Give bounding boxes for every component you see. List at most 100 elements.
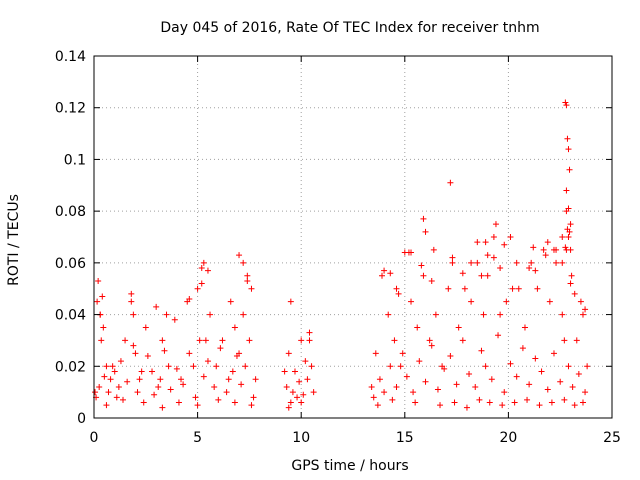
data-point <box>198 265 205 272</box>
data-point <box>561 337 568 344</box>
data-point <box>244 277 251 284</box>
data-point <box>233 352 240 359</box>
data-point <box>240 311 247 318</box>
data-point <box>582 306 589 313</box>
data-point <box>447 352 454 359</box>
data-point <box>567 221 574 228</box>
data-point <box>420 215 427 222</box>
data-point <box>484 252 491 259</box>
data-point <box>449 259 456 266</box>
data-point <box>225 376 232 383</box>
data-points <box>92 99 591 411</box>
data-point <box>495 332 502 339</box>
data-point <box>302 358 309 365</box>
y-tick-label: 0.02 <box>55 359 86 375</box>
data-point <box>207 311 214 318</box>
data-point <box>217 345 224 352</box>
data-point <box>283 383 290 390</box>
data-point <box>497 265 504 272</box>
data-point <box>107 376 114 383</box>
x-tick-label: 10 <box>292 430 310 446</box>
data-point <box>376 376 383 383</box>
data-point <box>109 363 116 370</box>
data-point <box>414 324 421 331</box>
data-point <box>526 381 533 388</box>
data-point <box>459 270 466 277</box>
data-point <box>370 394 377 401</box>
x-axis-label: GPS time / hours <box>291 458 408 474</box>
data-point <box>468 259 475 266</box>
data-point <box>204 267 211 274</box>
data-point <box>488 376 495 383</box>
data-point <box>213 363 220 370</box>
data-point <box>515 285 522 292</box>
data-point <box>559 259 566 266</box>
chart-title: Day 045 of 2016, Rate Of TEC Index for r… <box>160 20 539 36</box>
data-point <box>490 254 497 261</box>
data-point <box>468 298 475 305</box>
data-point <box>144 352 151 359</box>
data-point <box>408 298 415 305</box>
y-tick-label: 0.06 <box>55 256 86 272</box>
data-point <box>381 389 388 396</box>
data-point <box>544 239 551 246</box>
data-point <box>445 285 452 292</box>
data-point <box>202 337 209 344</box>
data-point <box>480 311 487 318</box>
data-point <box>130 311 137 318</box>
data-point <box>211 383 218 390</box>
data-point <box>564 135 571 142</box>
data-point <box>96 383 103 390</box>
data-point <box>542 252 549 259</box>
data-point <box>372 350 379 357</box>
y-tick-label: 0.04 <box>55 308 86 324</box>
data-point <box>568 272 575 279</box>
data-point <box>395 290 402 297</box>
data-point <box>134 389 141 396</box>
data-point <box>128 298 135 305</box>
data-point <box>532 355 539 362</box>
data-point <box>285 404 292 411</box>
data-point <box>451 399 458 406</box>
data-point <box>200 259 207 266</box>
y-tick-label: 0.14 <box>55 49 86 65</box>
y-tick-label: 0 <box>77 411 86 427</box>
data-point <box>447 179 454 186</box>
data-point <box>200 373 207 380</box>
data-point <box>298 399 305 406</box>
axis-ticks: 0 0.02 0.04 0.06 0.08 0.1 0.12 0.14 0 5 10 15 20 25 <box>55 49 621 446</box>
data-point <box>306 337 313 344</box>
data-point <box>563 102 570 109</box>
data-point <box>420 272 427 279</box>
data-point <box>474 259 481 266</box>
data-point <box>368 383 375 390</box>
data-point <box>497 311 504 318</box>
data-point <box>95 277 102 284</box>
data-point <box>536 402 543 409</box>
data-point <box>132 350 139 357</box>
data-point <box>285 350 292 357</box>
data-point <box>449 254 456 261</box>
data-point <box>557 378 564 385</box>
data-point <box>198 280 205 287</box>
data-point <box>374 402 381 409</box>
data-point <box>215 396 222 403</box>
data-point <box>459 337 466 344</box>
data-point <box>553 246 560 253</box>
data-point <box>399 350 406 357</box>
data-point <box>461 285 468 292</box>
data-point <box>563 187 570 194</box>
data-point <box>577 298 584 305</box>
data-point <box>503 298 510 305</box>
data-point <box>490 234 497 240</box>
data-point <box>540 246 547 253</box>
data-point <box>524 396 531 403</box>
x-tick-label: 20 <box>499 430 517 446</box>
data-point <box>482 363 489 370</box>
data-point <box>579 399 586 406</box>
x-tick-label: 0 <box>90 430 99 446</box>
data-point <box>227 298 234 305</box>
data-point <box>472 383 479 390</box>
data-point <box>566 228 573 235</box>
data-point <box>194 285 201 292</box>
